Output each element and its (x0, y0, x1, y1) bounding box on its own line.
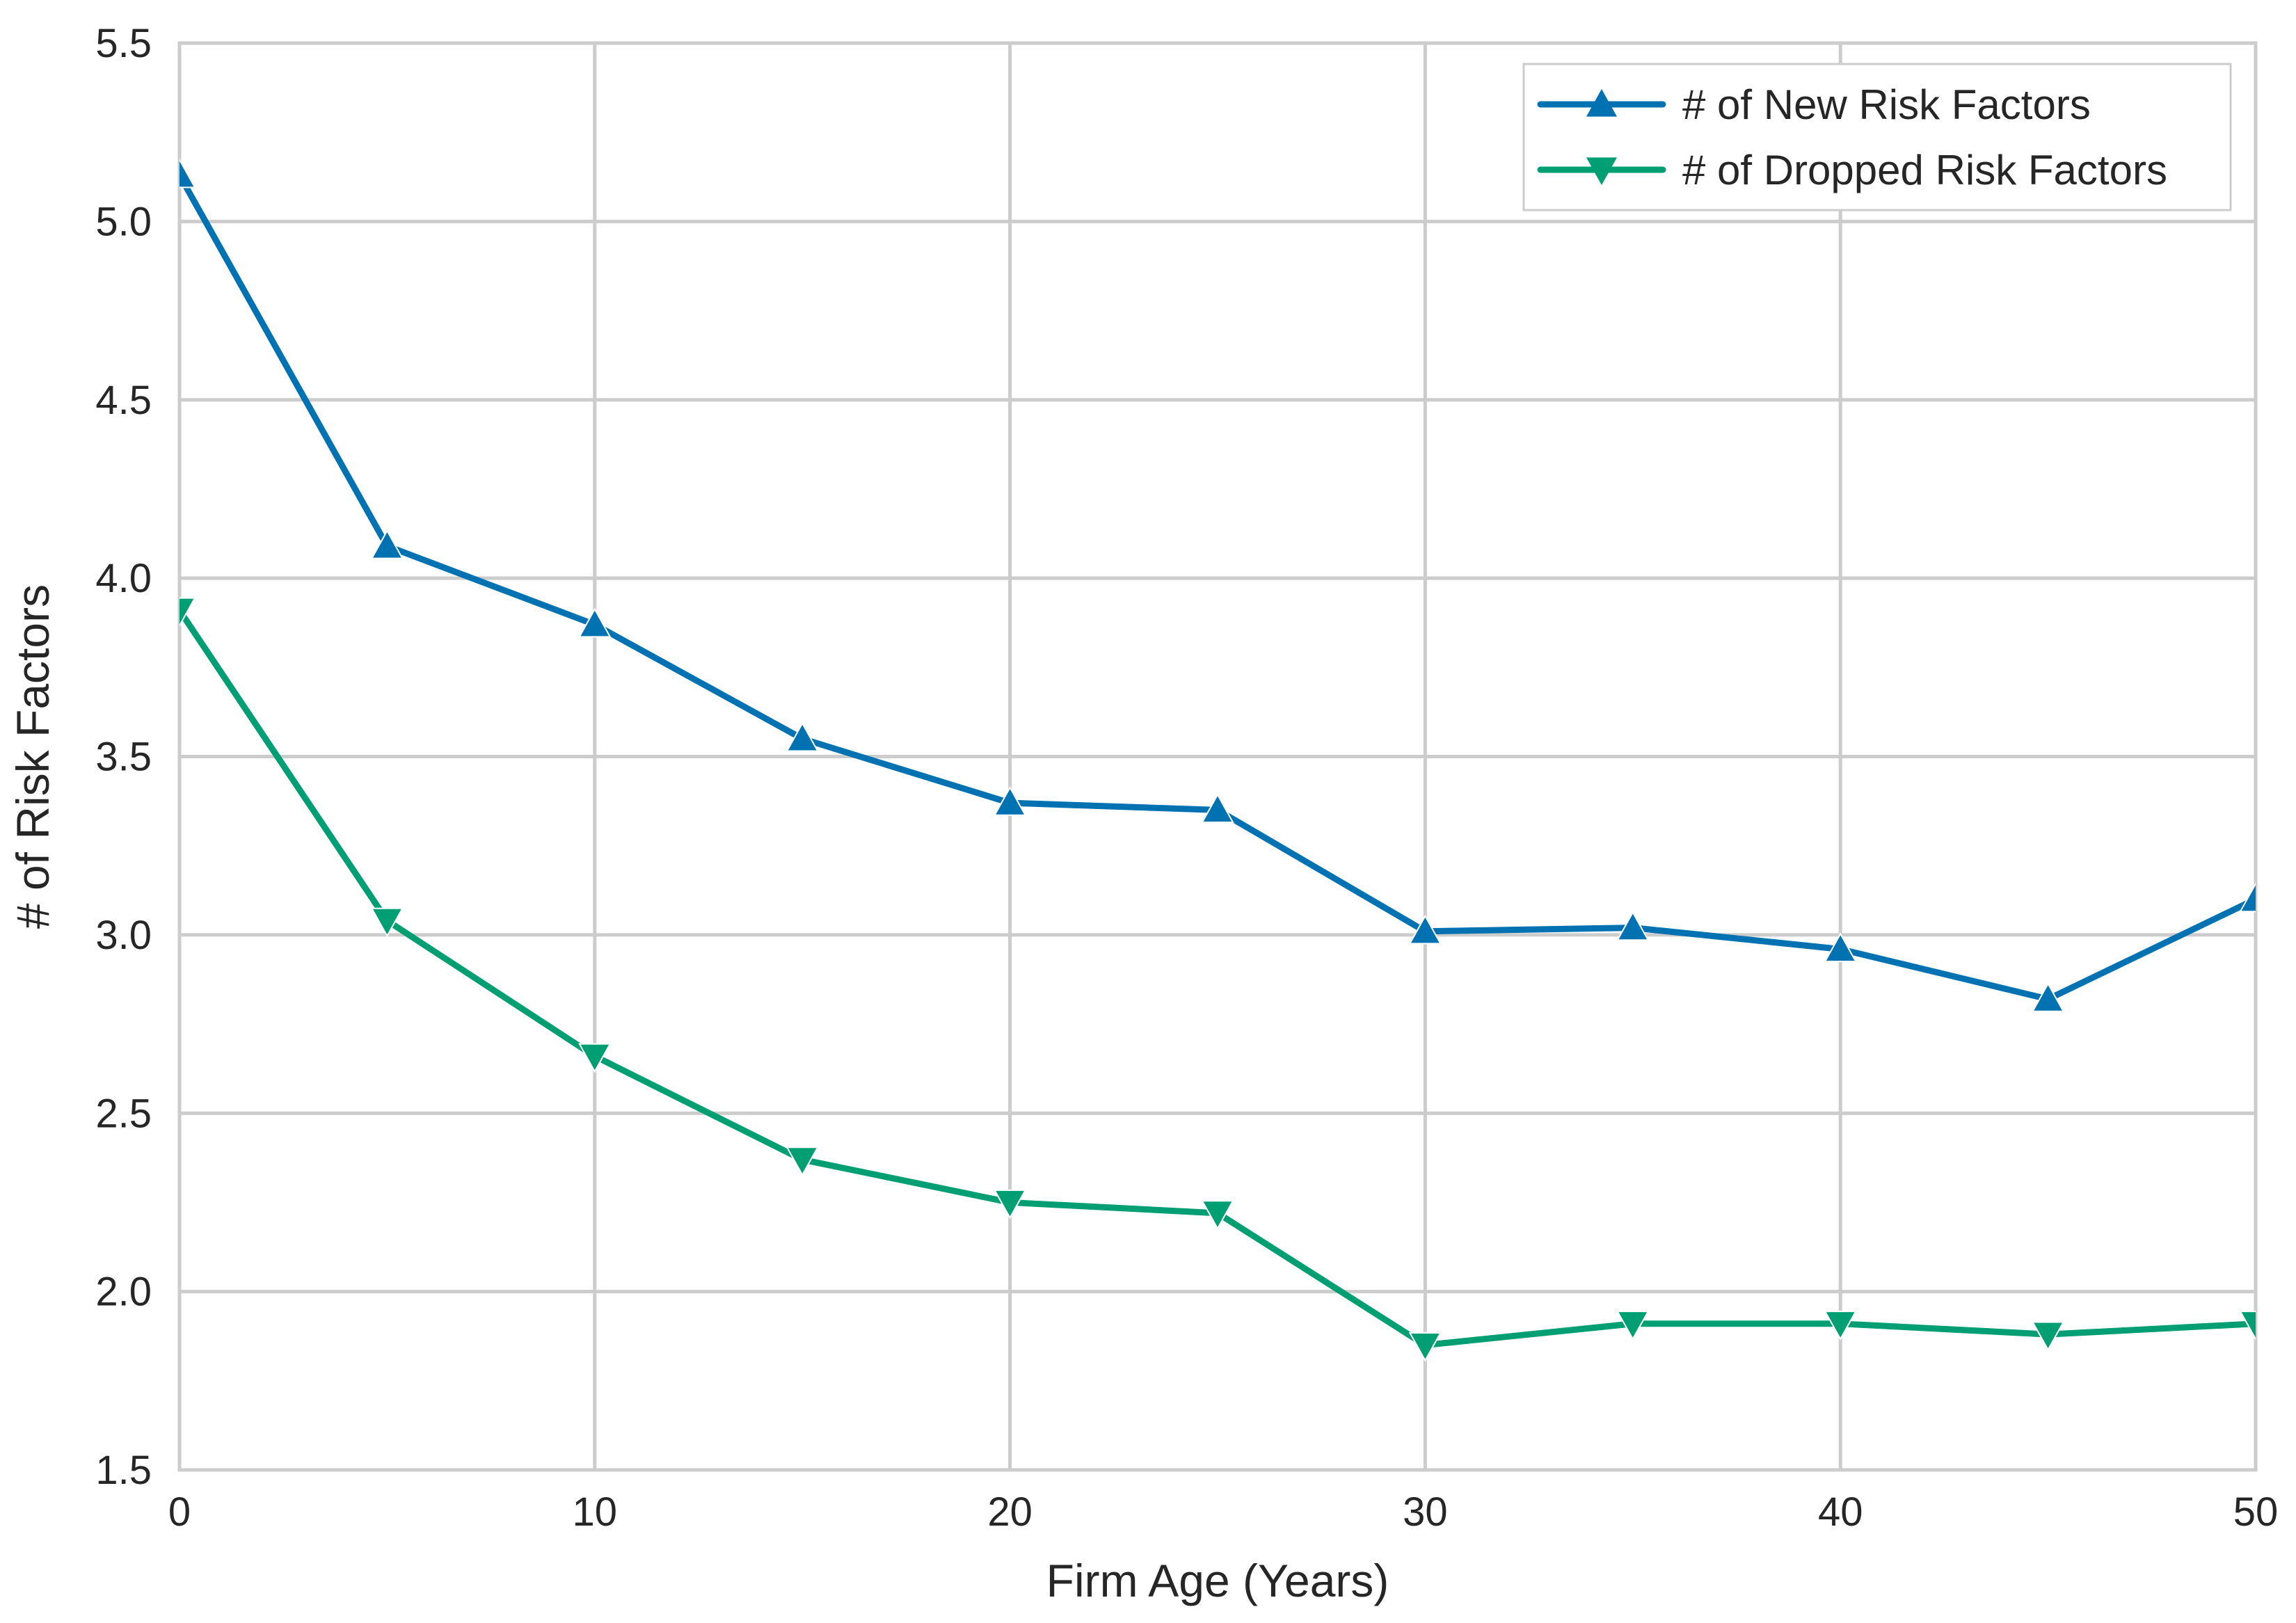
legend-label: # of New Risk Factors (1682, 81, 2091, 128)
series-2 (180, 597, 2256, 1362)
y-tick-label: 5.5 (95, 21, 152, 66)
series-group (180, 158, 2256, 1362)
data-point (786, 721, 819, 752)
axes-frame (177, 41, 2258, 1472)
data-point (370, 529, 404, 559)
data-point (1408, 914, 1442, 945)
data-point (2031, 982, 2065, 1012)
y-tick-label: 2.0 (95, 1270, 152, 1315)
x-tick-label: 20 (987, 1489, 1033, 1535)
legend-swatch-marker (1586, 157, 1617, 185)
data-point (2239, 1311, 2256, 1341)
series-line (180, 172, 2256, 1002)
data-point (370, 907, 404, 938)
y-tick-label: 3.5 (95, 735, 152, 780)
data-point (1824, 1311, 1857, 1341)
x-tick-label: 10 (573, 1489, 618, 1535)
legend-box (1522, 63, 2232, 211)
data-point (786, 1146, 819, 1176)
x-tick-label: 30 (1403, 1489, 1448, 1535)
data-point (180, 158, 196, 189)
grid (177, 41, 2258, 1472)
y-tick-label: 2.5 (95, 1091, 152, 1136)
data-point (1616, 1311, 1650, 1341)
data-point (1408, 1332, 1442, 1362)
data-point (2239, 882, 2256, 913)
data-point (993, 786, 1027, 816)
y-tick-label: 5.0 (95, 199, 152, 244)
x-axis-title: Firm Age (Years) (1046, 1555, 1389, 1606)
data-point (1201, 1200, 1234, 1230)
tick-labels: 0 10 20 30 40 50 1.5 2.0 2.5 3.0 3.5 4.0 4.5 5.0 5.5 (95, 21, 2278, 1535)
data-point (2031, 1321, 2065, 1352)
data-point (180, 597, 196, 627)
data-point (1616, 911, 1650, 941)
y-tick-label: 4.0 (95, 556, 152, 601)
x-tick-label: 50 (2233, 1489, 2279, 1535)
data-point (578, 607, 612, 638)
legend-swatch-marker (1586, 89, 1617, 117)
legend: # of New Risk Factors # of Dropped Risk F… (1522, 63, 2232, 211)
data-point (1201, 793, 1234, 824)
data-point (993, 1189, 1027, 1220)
series-1 (180, 158, 2256, 1012)
legend-label: # of Dropped Risk Factors (1682, 147, 2167, 193)
data-point (1824, 932, 1857, 962)
series-line (180, 607, 2256, 1349)
y-tick-label: 3.0 (95, 913, 152, 958)
x-tick-label: 0 (168, 1489, 191, 1535)
y-axis-title: # of Risk Factors (7, 584, 58, 929)
x-tick-label: 40 (1818, 1489, 1863, 1535)
plot-frame (177, 41, 2258, 1472)
y-tick-label: 4.5 (95, 378, 152, 423)
y-tick-label: 1.5 (95, 1448, 152, 1493)
data-point (578, 1043, 612, 1073)
